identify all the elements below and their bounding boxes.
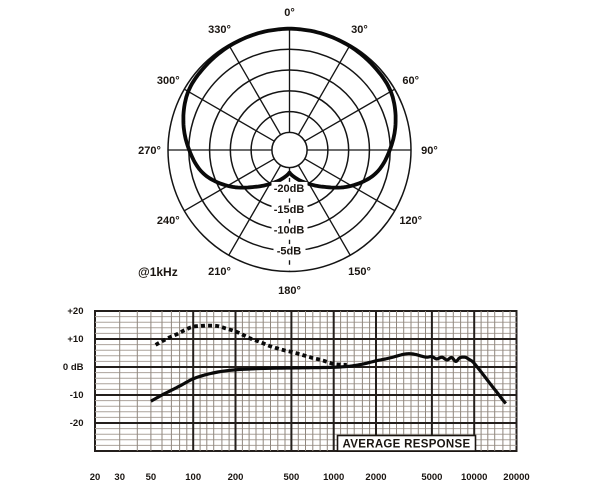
svg-text:210°: 210°: [208, 266, 231, 278]
svg-text:-20dB: -20dB: [274, 183, 305, 195]
svg-text:100: 100: [185, 472, 201, 483]
svg-text:-15dB: -15dB: [274, 204, 305, 216]
svg-text:@1kHz: @1kHz: [138, 265, 178, 279]
svg-text:30°: 30°: [351, 24, 368, 36]
svg-text:0°: 0°: [284, 7, 295, 19]
svg-text:180°: 180°: [278, 285, 301, 297]
svg-text:300°: 300°: [157, 75, 180, 87]
svg-text:120°: 120°: [399, 215, 422, 227]
svg-text:5000: 5000: [421, 472, 442, 483]
svg-text:240°: 240°: [157, 215, 180, 227]
svg-text:20000: 20000: [503, 472, 529, 483]
svg-text:AVERAGE RESPONSE: AVERAGE RESPONSE: [343, 439, 471, 451]
svg-text:270°: 270°: [138, 145, 161, 157]
svg-text:+20: +20: [67, 306, 83, 317]
svg-text:150°: 150°: [348, 266, 371, 278]
svg-text:200: 200: [228, 472, 244, 483]
svg-text:500: 500: [283, 472, 299, 483]
svg-text:90°: 90°: [421, 145, 438, 157]
svg-text:60°: 60°: [402, 75, 419, 87]
svg-text:20: 20: [90, 472, 101, 483]
svg-text:0 dB: 0 dB: [63, 362, 84, 373]
svg-text:-10: -10: [70, 390, 84, 401]
svg-text:-10dB: -10dB: [274, 225, 305, 237]
svg-text:1000: 1000: [323, 472, 344, 483]
svg-text:30: 30: [114, 472, 125, 483]
svg-text:+10: +10: [67, 334, 83, 345]
svg-text:2000: 2000: [365, 472, 386, 483]
svg-text:-20: -20: [70, 418, 84, 429]
svg-text:-5dB: -5dB: [277, 246, 302, 258]
svg-text:10000: 10000: [461, 472, 487, 483]
svg-text:330°: 330°: [208, 24, 231, 36]
svg-text:50: 50: [146, 472, 157, 483]
